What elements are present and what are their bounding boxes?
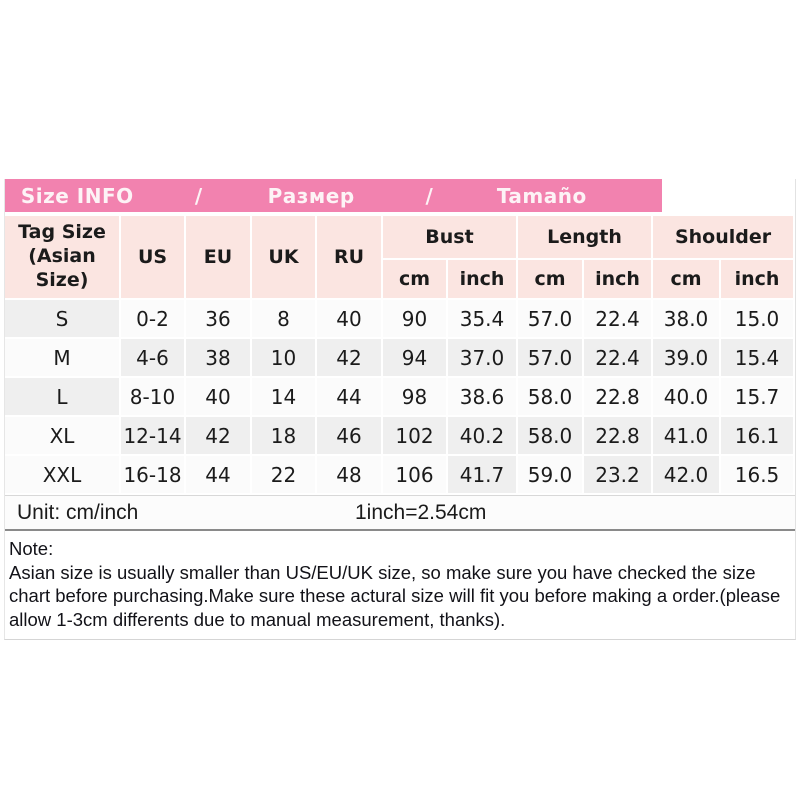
- length-cm-cell: 57.0: [518, 300, 582, 337]
- bust-inch-cell: 35.4: [448, 300, 516, 337]
- shoulder-inch-cell: 16.1: [721, 417, 794, 454]
- eu-header: EU: [186, 216, 250, 298]
- uk-cell: 10: [252, 339, 315, 376]
- ru-cell: 44: [317, 378, 381, 415]
- shoulder-cm-cell: 38.0: [653, 300, 720, 337]
- us-cell: 8-10: [121, 378, 184, 415]
- eu-cell: 36: [186, 300, 250, 337]
- bust-inch-cell: 41.7: [448, 456, 516, 493]
- ru-cell: 48: [317, 456, 381, 493]
- title-separator: /: [194, 183, 203, 208]
- us-cell: 0-2: [121, 300, 184, 337]
- title-razmer: Размер: [267, 183, 355, 208]
- bust-cm-header: cm: [383, 260, 446, 298]
- shoulder-inch-cell: 15.4: [721, 339, 794, 376]
- bust-cm-cell: 98: [383, 378, 446, 415]
- length-cm-cell: 57.0: [518, 339, 582, 376]
- title-size-info: Size INFO: [20, 183, 134, 208]
- table-row-s: S 0-2 36 8 40 90 35.4 57.0 22.4 38.0 15.…: [5, 300, 794, 337]
- ru-header: RU: [317, 216, 381, 298]
- ru-cell: 42: [317, 339, 381, 376]
- shoulder-cm-cell: 42.0: [653, 456, 720, 493]
- uk-cell: 18: [252, 417, 315, 454]
- uk-cell: 22: [252, 456, 315, 493]
- length-cm-header: cm: [518, 260, 582, 298]
- unit-footer-row: Unit: cm/inch 1inch=2.54cm: [5, 495, 795, 531]
- eu-cell: 38: [186, 339, 250, 376]
- shoulder-inch-header: inch: [721, 260, 794, 298]
- length-inch-cell: 23.2: [584, 456, 652, 493]
- length-cm-cell: 58.0: [518, 378, 582, 415]
- length-inch-cell: 22.8: [584, 417, 652, 454]
- size-cell: S: [5, 300, 119, 337]
- size-chart-sheet: Size INFO / Размер / Tamaño Tag Size (As…: [4, 179, 796, 640]
- uk-cell: 14: [252, 378, 315, 415]
- bust-group-header: Bust: [383, 216, 516, 258]
- shoulder-cm-header: cm: [653, 260, 720, 298]
- size-cell: M: [5, 339, 119, 376]
- bust-cm-cell: 102: [383, 417, 446, 454]
- tag-size-header: Tag Size (Asian Size): [5, 216, 119, 298]
- header-row-groups: Tag Size (Asian Size) US EU UK RU Bust L…: [5, 216, 794, 298]
- eu-cell: 42: [186, 417, 250, 454]
- ru-cell: 40: [317, 300, 381, 337]
- shoulder-inch-cell: 15.0: [721, 300, 794, 337]
- eu-cell: 40: [186, 378, 250, 415]
- shoulder-cm-cell: 39.0: [653, 339, 720, 376]
- unit-label: Unit: cm/inch: [17, 500, 139, 524]
- header-row-units: cm inch cm inch cm inch: [5, 260, 794, 298]
- length-inch-header: inch: [584, 260, 652, 298]
- inch-conversion-label: 1inch=2.54cm: [355, 500, 487, 524]
- eu-cell: 44: [186, 456, 250, 493]
- uk-cell: 8: [252, 300, 315, 337]
- title-tamano: Tamaño: [496, 183, 587, 208]
- note-text: Asian size is usually smaller than US/EU…: [9, 561, 781, 630]
- size-table: Tag Size (Asian Size) US EU UK RU Bust L…: [3, 214, 795, 495]
- table-row-xl: XL 12-14 42 18 46 102 40.2 58.0 22.8 41.…: [5, 417, 794, 454]
- ru-cell: 46: [317, 417, 381, 454]
- bust-inch-header: inch: [448, 260, 516, 298]
- uk-header: UK: [252, 216, 315, 298]
- us-cell: 4-6: [121, 339, 184, 376]
- us-cell: 16-18: [121, 456, 184, 493]
- shoulder-cm-cell: 40.0: [653, 378, 720, 415]
- table-row-l: L 8-10 40 14 44 98 38.6 58.0 22.8 40.0 1…: [5, 378, 794, 415]
- length-cm-cell: 59.0: [518, 456, 582, 493]
- length-group-header: Length: [518, 216, 652, 258]
- bust-cm-cell: 90: [383, 300, 446, 337]
- us-cell: 12-14: [121, 417, 184, 454]
- shoulder-cm-cell: 41.0: [653, 417, 720, 454]
- length-inch-cell: 22.4: [584, 300, 652, 337]
- shoulder-group-header: Shoulder: [653, 216, 794, 258]
- title-separator: /: [425, 183, 434, 208]
- table-row-xxl: XXL 16-18 44 22 48 106 41.7 59.0 23.2 42…: [5, 456, 794, 493]
- bust-inch-cell: 37.0: [448, 339, 516, 376]
- shoulder-inch-cell: 15.7: [721, 378, 794, 415]
- note-label: Note:: [9, 538, 54, 559]
- table-row-m: M 4-6 38 10 42 94 37.0 57.0 22.4 39.0 15…: [5, 339, 794, 376]
- shoulder-inch-cell: 16.5: [721, 456, 794, 493]
- size-info-title-bar: Size INFO / Размер / Tamaño: [5, 179, 662, 212]
- note-block: Note: Asian size is usually smaller than…: [5, 531, 795, 639]
- bust-cm-cell: 94: [383, 339, 446, 376]
- bust-cm-cell: 106: [383, 456, 446, 493]
- length-inch-cell: 22.4: [584, 339, 652, 376]
- length-inch-cell: 22.8: [584, 378, 652, 415]
- bust-inch-cell: 38.6: [448, 378, 516, 415]
- length-cm-cell: 58.0: [518, 417, 582, 454]
- size-cell: XL: [5, 417, 119, 454]
- bust-inch-cell: 40.2: [448, 417, 516, 454]
- us-header: US: [121, 216, 184, 298]
- size-cell: L: [5, 378, 119, 415]
- size-cell: XXL: [5, 456, 119, 493]
